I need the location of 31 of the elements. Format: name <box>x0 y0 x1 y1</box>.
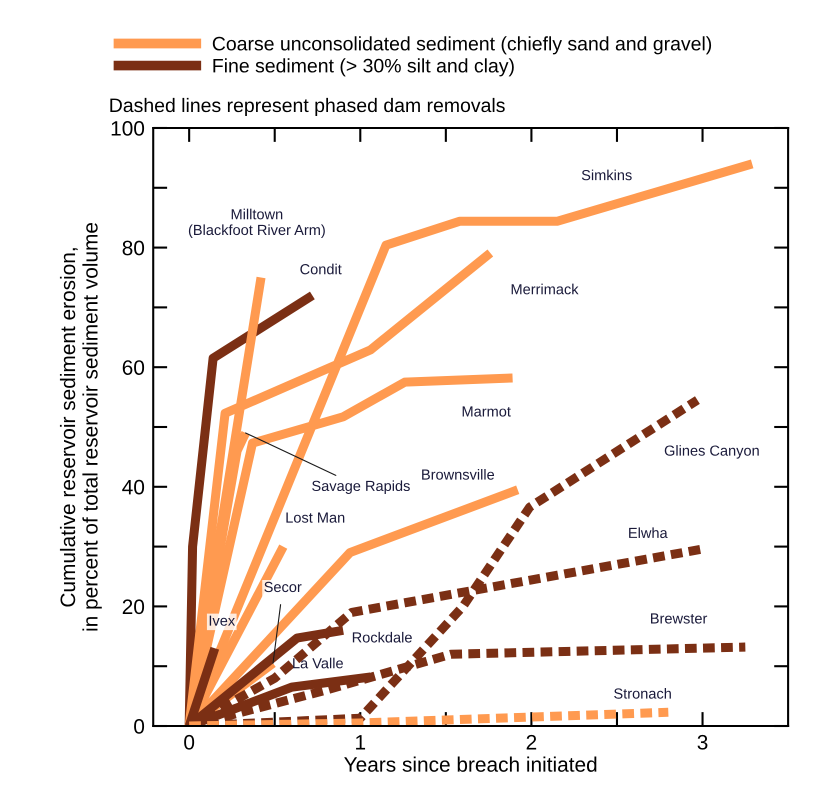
annotation: Stronach <box>614 688 671 699</box>
annotation: Simkins <box>582 170 632 180</box>
legend-label: Fine sediment (> 30% silt and clay) <box>213 58 514 76</box>
annotation: Rockdale <box>352 632 412 643</box>
y-tick-label: 20 <box>122 599 144 614</box>
annotation: Merrimack <box>512 284 579 294</box>
annotation: Glines Canyon <box>664 445 759 459</box>
y-tick-label: 40 <box>122 480 144 495</box>
x-tick-label: 1 <box>356 735 366 750</box>
annotation: Brownsville <box>422 469 494 480</box>
annotation: Brewster <box>651 613 708 624</box>
annotation: Secor <box>264 582 302 592</box>
y-tick-label: 100 <box>112 120 144 136</box>
x-axis-title: Years since breach initiated <box>344 756 596 772</box>
y-tick-label: 0 <box>134 719 144 734</box>
annotation: Elwha <box>629 527 668 538</box>
y-tick-label: 60 <box>122 360 144 375</box>
annotation: La Valle <box>293 658 343 668</box>
annotation: Milltown (Blackfoot River Arm) <box>188 208 325 238</box>
y-axis-title: Cumulative reservoir sediment erosion, in percent of total reservoir sediment volume <box>60 222 102 631</box>
legend-label: Coarse unconsolidated sediment (chiefly sand and gravel) <box>212 36 712 54</box>
annotation: Condit <box>300 264 342 274</box>
x-tick-label: 2 <box>526 734 536 750</box>
text: Dashed lines represent phased dam removals <box>110 98 505 116</box>
annotation: Ivex <box>210 616 235 626</box>
annotation: Savage Rapids <box>312 480 410 494</box>
x-tick-label: 0 <box>184 734 194 750</box>
x-tick-label: 3 <box>698 734 708 750</box>
y-tick-label: 80 <box>122 240 144 256</box>
annotation: Lost Man <box>286 512 344 523</box>
annotation: Marmot <box>462 406 511 417</box>
